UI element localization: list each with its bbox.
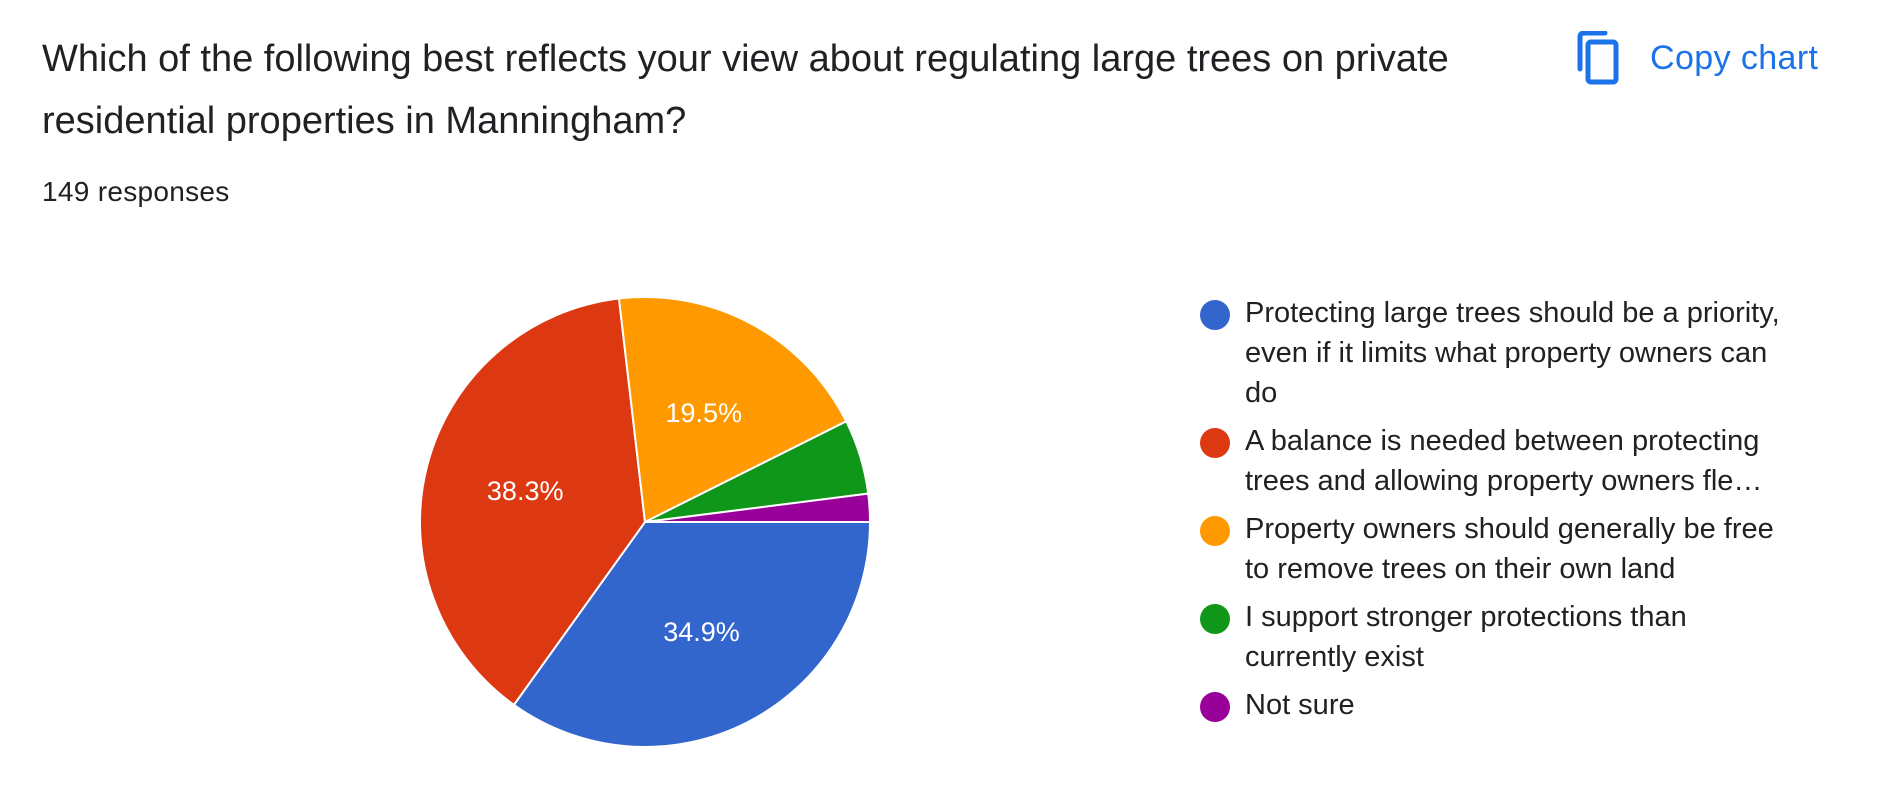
copy-chart-label: Copy chart [1650, 38, 1819, 77]
legend-label-4: I support stronger protections than curr… [1245, 601, 1687, 673]
slice-percent-label-3: 19.5% [666, 398, 743, 428]
slice-percent-label-1: 34.9% [663, 617, 740, 647]
legend-item-5: Not sure [1200, 685, 1810, 725]
question-title: Which of the following best reflects you… [42, 38, 1449, 142]
legend-label-5: Not sure [1245, 689, 1355, 721]
copy-icon [1577, 31, 1619, 85]
legend-swatch-2 [1200, 428, 1230, 458]
copy-chart-button[interactable]: Copy chart [1574, 28, 1818, 88]
legend-swatch-3 [1200, 516, 1230, 546]
legend-item-3: Property owners should generally be free… [1200, 509, 1810, 589]
pie-slice-2 [419, 297, 647, 707]
response-count: 149 responses [42, 176, 230, 207]
legend-label-1: Protecting large trees should be a prior… [1245, 297, 1780, 409]
legend-swatch-4 [1200, 604, 1230, 634]
pie-chart: 34.9% 38.3% 19.5% [419, 296, 872, 748]
legend-label-2: A balance is needed between protecting t… [1245, 425, 1763, 497]
legend-swatch-5 [1200, 692, 1230, 722]
legend-item-2: A balance is needed between protecting t… [1200, 421, 1810, 501]
pie-slice-3 [617, 296, 848, 524]
pie-slice-5 [644, 492, 872, 523]
legend-label-3: Property owners should generally be free… [1245, 513, 1774, 585]
legend-swatch-1 [1200, 300, 1230, 330]
legend-item-4: I support stronger protections than curr… [1200, 597, 1810, 677]
legend-item-1: Protecting large trees should be a prior… [1200, 293, 1810, 413]
chart-legend: Protecting large trees should be a prior… [1200, 293, 1810, 733]
slice-percent-label-2: 38.3% [487, 476, 564, 506]
pie-slice-1 [512, 521, 872, 748]
